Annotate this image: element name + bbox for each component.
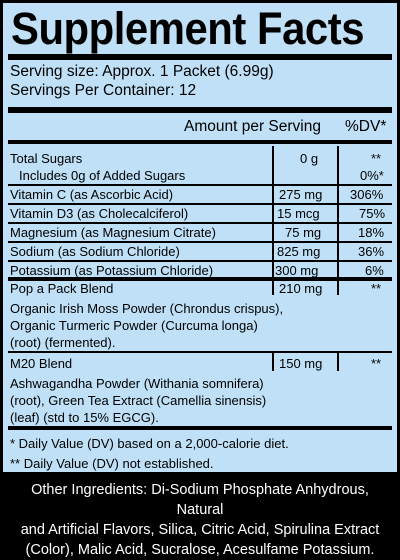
- blend-ingredient: Organic Irish Moss Powder (Chrondus cris…: [10, 301, 284, 316]
- row-amount: 300 mg: [275, 263, 319, 278]
- servings-per-container: Servings Per Container: 12: [10, 82, 197, 99]
- nutrients-divider: [8, 277, 392, 281]
- row-divider: [8, 222, 392, 224]
- blend-amount: 210 mg: [279, 281, 323, 296]
- row-name: Magnesium (as Magnesium Citrate): [10, 225, 216, 240]
- row-dv: 306%: [350, 187, 384, 202]
- blend-ingredient: Ashwagandha Powder (Withania somnifera): [10, 376, 264, 391]
- blend-ingredient: (leaf) (std to 15% EGCG).: [10, 410, 159, 425]
- blend-ingredient: (root) (fermented).: [10, 335, 116, 350]
- row-dv: 6%: [365, 263, 384, 278]
- row-dv: 0%*: [360, 168, 384, 183]
- column-separator: [337, 353, 339, 371]
- row-amount: 275 mg: [279, 187, 323, 202]
- row-divider: [8, 260, 392, 262]
- supplement-facts-panel: Supplement Facts Serving size: Approx. 1…: [0, 0, 400, 472]
- row-amount: 0 g: [300, 151, 319, 166]
- other-ingredients-line: and Artificial Flavors, Silica, Citric A…: [20, 522, 380, 538]
- row-dv: 75%: [359, 206, 386, 221]
- row-name: Vitamin D3 (as Cholecalciferol): [10, 206, 189, 221]
- serving-size: Serving size: Approx. 1 Packet (6.99g): [10, 63, 274, 80]
- panel-title: Supplement Facts: [11, 3, 365, 54]
- row-name: Vitamin C (as Ascorbic Acid): [10, 187, 174, 202]
- column-separator: [272, 353, 274, 371]
- blend-ingredient: Organic Turmeric Powder (Curcuma longa): [10, 318, 258, 333]
- row-dv: **: [371, 151, 382, 166]
- blend-name: Pop a Pack Blend: [10, 281, 114, 296]
- blend-amount: 150 mg: [279, 356, 323, 371]
- row-divider: [8, 241, 392, 243]
- title-divider: [8, 54, 392, 60]
- column-separator: [337, 146, 339, 277]
- other-ingredients: Other Ingredients: Di-Sodium Phosphate A…: [0, 472, 400, 558]
- blend-dv: **: [371, 356, 382, 371]
- footnote: ** Daily Value (DV) not established.: [10, 456, 214, 471]
- header-divider: [8, 140, 392, 144]
- row-amount: 75 mg: [285, 225, 322, 240]
- blend-dv: **: [371, 281, 382, 296]
- row-dv: 36%: [358, 244, 385, 259]
- blend-name: M20 Blend: [10, 356, 73, 371]
- footnote: * Daily Value (DV) based on a 2,000-calo…: [10, 436, 289, 451]
- row-amount: 15 mcg: [277, 206, 320, 221]
- row-name: Potassium (as Potassium Chloride): [10, 263, 214, 278]
- column-separator: [272, 146, 274, 277]
- column-separator: [272, 281, 274, 295]
- other-ingredients-line: Other Ingredients: Di-Sodium Phosphate A…: [31, 482, 369, 518]
- row-name: Includes 0g of Added Sugars: [19, 168, 186, 183]
- row-divider: [8, 203, 392, 205]
- row-name: Sodium (as Sodium Chloride): [10, 244, 180, 259]
- amount-header: Amount per Serving: [184, 118, 321, 135]
- dv-header: %DV*: [345, 118, 387, 135]
- column-separator: [337, 281, 339, 295]
- blend-ingredient: (root), Green Tea Extract (Camellia sine…: [10, 393, 267, 408]
- blend-divider: [8, 351, 392, 353]
- row-dv: 18%: [358, 225, 385, 240]
- serving-divider: [8, 107, 392, 113]
- row-amount: 825 mg: [277, 244, 321, 259]
- footnote-divider: [8, 426, 392, 430]
- row-divider: [8, 184, 392, 186]
- other-ingredients-line: (Color), Malic Acid, Sucralose, Acesulfa…: [25, 542, 375, 558]
- row-name: Total Sugars: [10, 151, 83, 166]
